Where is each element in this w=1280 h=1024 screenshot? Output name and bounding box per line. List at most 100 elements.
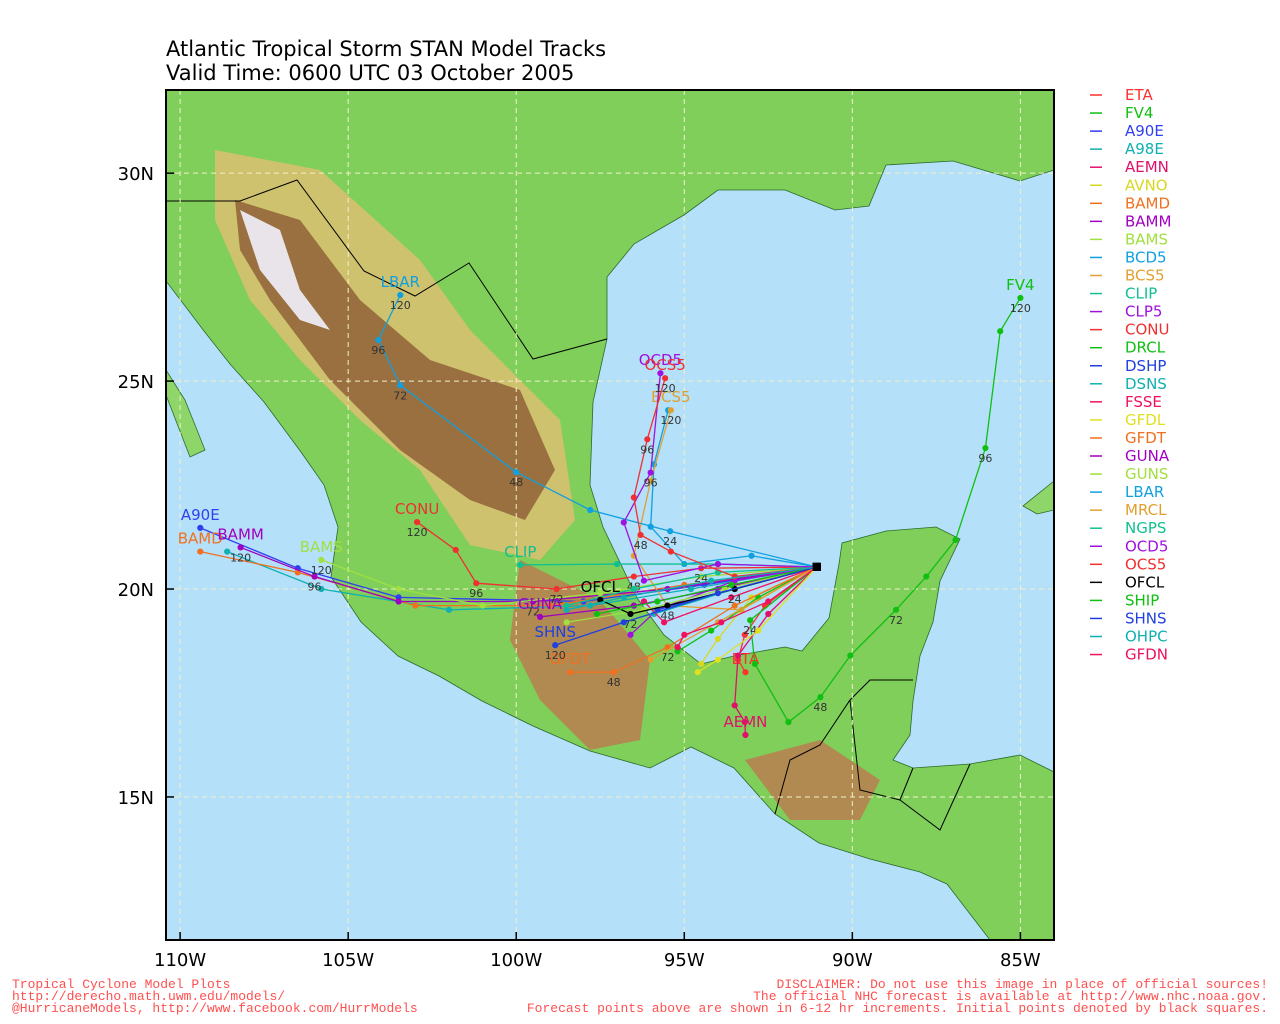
forecast-point (755, 627, 762, 634)
forecast-point (620, 594, 627, 601)
legend-label: FV4 (1125, 104, 1153, 122)
highlands (240, 210, 330, 330)
forecast-point (697, 660, 705, 667)
forecast-point (630, 494, 637, 501)
subtitle: Valid Time: 0600 UTC 03 October 2005 (166, 61, 574, 85)
x-tick-label: 95W (664, 950, 705, 971)
forecast-point (452, 546, 459, 554)
border (774, 679, 971, 831)
forecast-point (681, 631, 688, 638)
forecast-point (734, 652, 742, 659)
footer-left: http://derecho.math.uwm.edu/models/ (12, 989, 285, 1004)
forecast-point (613, 560, 621, 568)
forecast-point (708, 577, 715, 584)
legend-label: LBAR (1125, 483, 1164, 501)
track-label: OCS5 (644, 356, 685, 374)
track-label: AEMN (723, 713, 767, 731)
hour-label: 120 (230, 551, 251, 564)
hour-label: 120 (660, 414, 681, 427)
hour-label: 72 (660, 651, 674, 664)
track (226, 550, 817, 611)
legend-label: FSSE (1125, 393, 1162, 411)
track-label: SHNS (534, 623, 576, 641)
forecast-point (742, 731, 749, 739)
footer-right: Forecast points above are shown in 6-12 … (527, 1001, 1268, 1016)
forecast-point (847, 652, 854, 659)
forecast-point (728, 581, 735, 588)
y-tick-label: 15N (118, 788, 154, 809)
forecast-point (923, 573, 930, 580)
forecast-point (563, 606, 570, 613)
forecast-point (785, 718, 792, 726)
forecast-point (718, 619, 725, 626)
legend-label: GUNS (1125, 465, 1168, 483)
forecast-point (714, 560, 721, 568)
y-tick-label: 25N (118, 372, 154, 393)
legend-label: DSNS (1125, 375, 1167, 393)
legend: ETAFV4A90EA98EAEMNAVNOBAMDBAMMBAMSBCD5BC… (1090, 86, 1171, 664)
forecast-point (714, 656, 721, 663)
legend-label: DRCL (1125, 339, 1166, 357)
initial-point (812, 562, 821, 571)
forecast-point (630, 585, 637, 593)
forecast-point (714, 590, 721, 597)
legend-label: OCS5 (1125, 555, 1166, 573)
hour-label: 48 (634, 539, 648, 552)
forecast-point (657, 370, 664, 377)
legend-label: OFCL (1125, 573, 1165, 591)
legend-label: BCS5 (1125, 267, 1165, 285)
forecast-point (546, 602, 553, 609)
legend-label: GFDN (1125, 646, 1168, 664)
track (630, 566, 817, 636)
track (321, 559, 817, 607)
forecast-point (952, 536, 959, 544)
track-label: GUNA (518, 595, 563, 613)
forecast-point (748, 552, 755, 559)
forecast-point (982, 444, 989, 452)
hour-label: 120 (545, 649, 566, 662)
forecast-point (647, 469, 654, 476)
forecast-point (667, 548, 674, 555)
legend-label: BAMM (1125, 212, 1171, 230)
forecast-point (627, 610, 634, 618)
track-label: OCD5 (639, 351, 682, 369)
hour-label: 48 (509, 476, 523, 489)
forecast-point (647, 656, 654, 663)
forecast-point (552, 642, 559, 649)
forecast-point (731, 702, 738, 709)
track (566, 566, 817, 611)
hour-label: 120 (1010, 302, 1031, 315)
forecast-point (597, 590, 604, 597)
forecast-point (892, 606, 900, 613)
forecast-point (765, 610, 772, 618)
legend-label: SHIP (1125, 591, 1159, 609)
forecast-point (674, 644, 681, 651)
forecast-point (318, 585, 325, 593)
forecast-point (197, 524, 204, 531)
grid (166, 90, 1054, 940)
forecast-point (413, 518, 421, 526)
forecast-point (553, 585, 560, 593)
forecast-point (395, 585, 402, 593)
hour-label: 72 (393, 389, 407, 402)
legend-label: MRCL (1125, 501, 1167, 519)
track (200, 527, 817, 603)
forecast-point (647, 477, 654, 485)
track-label: BAMM (217, 525, 263, 543)
footer: Tropical Cyclone Model Plotshttp://derec… (12, 977, 1268, 1016)
forecast-point (445, 606, 453, 613)
forecast-point (644, 436, 651, 443)
legend-label: GFDT (1125, 429, 1167, 447)
legend-label: SHNS (1125, 609, 1167, 627)
legend-label: ETA (1125, 86, 1153, 104)
forecast-point (667, 407, 674, 414)
hour-label: 24 (663, 535, 677, 548)
legend-label: BAMS (1125, 230, 1168, 248)
hour-label: 24 (743, 624, 757, 637)
y-tick-label: 30N (118, 164, 154, 185)
forecast-point (765, 598, 772, 605)
legend-label: AVNO (1125, 176, 1168, 194)
track (555, 566, 817, 646)
forecast-point (630, 573, 637, 580)
track-label: CLIP (504, 543, 536, 561)
